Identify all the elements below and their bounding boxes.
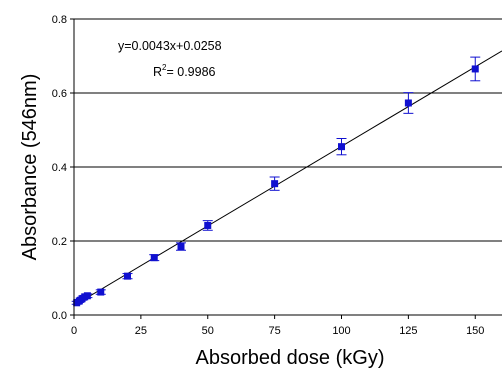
x-tick-label: 75 <box>269 325 281 337</box>
r-squared-value: = 0.9986 <box>166 65 215 79</box>
grid-lines <box>74 18 502 242</box>
y-tick-label: 0.0 <box>52 310 67 322</box>
data-point <box>177 243 185 251</box>
data-points <box>73 65 479 307</box>
data-point <box>124 272 131 280</box>
data-point <box>83 292 91 300</box>
fit-line-group <box>73 50 502 306</box>
y-tick-label: 0.6 <box>52 88 67 100</box>
y-tick-label: 0.4 <box>52 162 67 174</box>
y-tick-label: 0.8 <box>52 14 67 26</box>
x-tick-label: 150 <box>466 325 484 337</box>
x-axis-title: Absorbed dose (kGy) <box>196 347 385 369</box>
axes <box>70 18 502 319</box>
x-tick-label: 25 <box>135 325 147 337</box>
y-axis-title: Absorbance (546nm) <box>19 74 41 261</box>
fit-line <box>73 50 502 306</box>
r-squared-superscript: 2 <box>162 63 167 72</box>
r-squared-prefix: R <box>153 65 162 79</box>
data-point <box>404 99 412 107</box>
tick-labels: 0.0 0.2 0.4 0.6 0.8 0 25 50 75 100 125 150 <box>52 14 485 337</box>
data-point <box>271 180 279 188</box>
fit-equation: y=0.0043x+0.0258 <box>118 39 222 53</box>
data-point <box>204 221 212 229</box>
x-tick-label: 50 <box>202 325 214 337</box>
y-tick-label: 0.2 <box>52 236 67 248</box>
data-point <box>338 143 345 151</box>
data-point <box>150 254 158 262</box>
x-tick-label: 0 <box>71 325 77 337</box>
data-point <box>471 65 479 73</box>
r-squared-label: R2= 0.9986 <box>153 63 216 79</box>
x-tick-label: 125 <box>399 325 417 337</box>
x-tick-label: 100 <box>332 325 350 337</box>
data-point <box>97 288 105 296</box>
